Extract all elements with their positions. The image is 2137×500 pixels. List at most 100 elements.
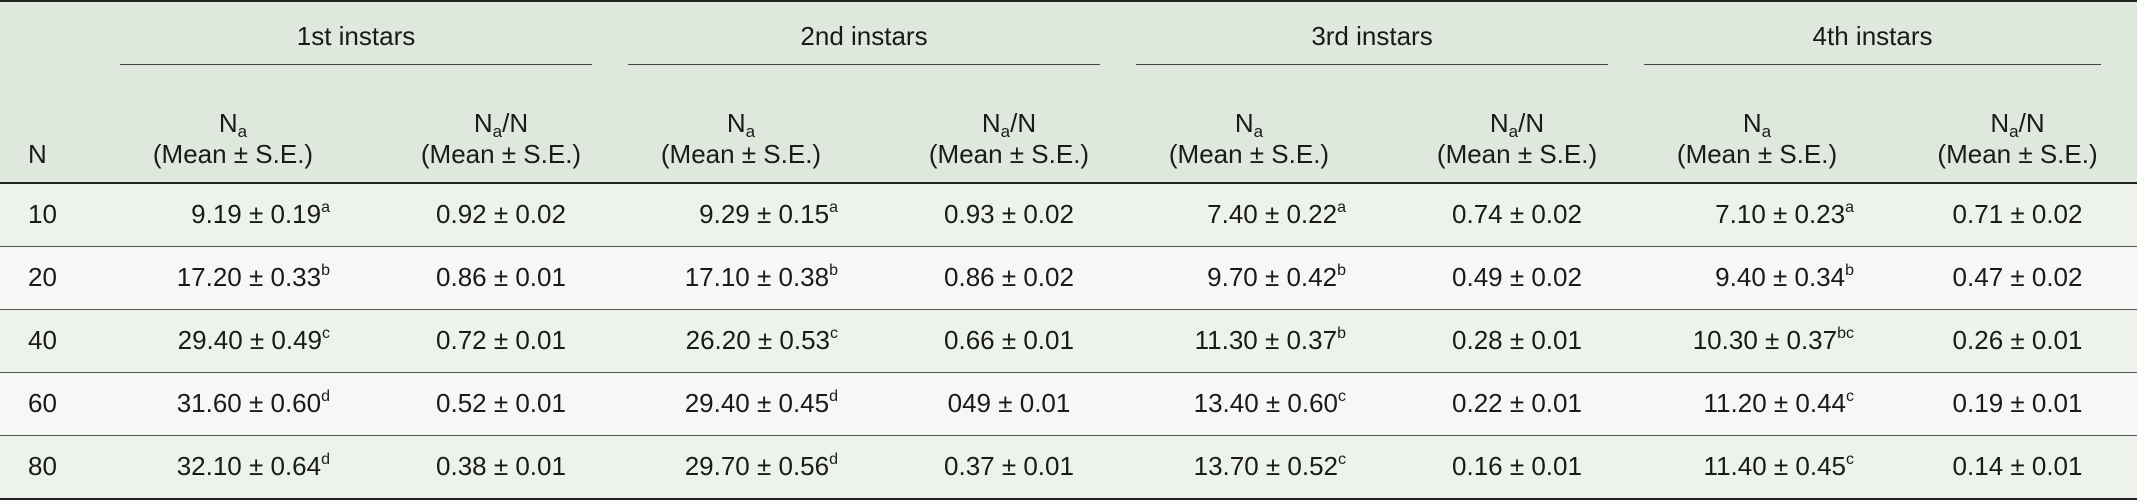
ratio-cell: 0.49 ± 0.02 [1390,246,1645,310]
na-cell: 29.40 ± 0.45d [628,372,882,436]
significance-letter: b [1845,262,1855,280]
na-header: Na (Mean ± S.E.) [120,74,374,183]
ratio-header: Na/N (Mean ± S.E.) [882,74,1136,183]
ratio-suffix: /N [502,107,529,138]
ratio-cell: 0.47 ± 0.02 [1898,246,2137,310]
na-header: Na (Mean ± S.E.) [1644,74,1898,183]
ratio-suffix: /N [2018,107,2045,138]
na-value: 9.40 ± 0.34 [1715,262,1846,293]
na-value: 17.10 ± 0.38 [684,262,830,293]
stat-label: (Mean ± S.E.) [928,138,1090,169]
subheader-row: Na (Mean ± S.E.) Na/N (Mean ± S.E.) Na (Mean … [0,74,2137,183]
stat-label: (Mean ± S.E.) [660,138,822,169]
na-value: 31.60 ± 0.60 [176,388,322,419]
na-cell: 13.70 ± 0.52c [1136,435,1390,499]
na-subscript: a [1000,121,1011,141]
na-subscript: a [745,121,756,141]
significance-letter: d [829,451,838,469]
na-value: 11.20 ± 0.44 [1703,388,1847,419]
na-cell: 9.70 ± 0.42b [1136,246,1390,310]
ratio-cell: 0.66 ± 0.01 [882,309,1136,373]
group-header-row: N 1st instars 2nd instars 3rd instars 4t… [0,1,2137,169]
na-value: 29.70 ± 0.56 [684,451,830,482]
table-row: 20 17.20 ± 0.33b 0.86 ± 0.01 17.10 ± 0.38b 0… [0,246,2137,310]
na-symbol: N [1234,107,1254,138]
significance-letter: a [1337,199,1346,217]
significance-letter: b [1337,262,1346,280]
ratio-header: Na/N (Mean ± S.E.) [374,74,628,183]
na-cell: 11.30 ± 0.37b [1136,309,1390,373]
significance-letter: c [322,325,330,343]
significance-letter: d [829,388,838,406]
na-cell: 29.70 ± 0.56d [628,435,882,499]
na-header-symbol: Na [1136,107,1362,140]
stat-label: (Mean ± S.E.) [1676,138,1838,169]
ratio-cell: 0.22 ± 0.01 [1390,372,1645,436]
n-cell: 20 [0,246,120,310]
significance-letter: c [1846,388,1855,406]
na-value: 7.40 ± 0.22 [1207,199,1338,230]
na-cell: 7.10 ± 0.23a [1644,183,1898,247]
group-header: 4th instars [1644,1,2137,74]
na-header: Na (Mean ± S.E.) [628,74,882,183]
significance-letter: a [1845,199,1855,217]
na-value: 13.40 ± 0.60 [1193,388,1338,419]
table-row: 40 29.40 ± 0.49c 0.72 ± 0.01 26.20 ± 0.53c 0… [0,309,2137,373]
na-symbol: N [726,107,746,138]
n-cell: 60 [0,372,120,436]
significance-letter: b [829,262,838,280]
stat-label: (Mean ± S.E.) [1937,138,2098,169]
significance-letter: c [830,325,838,343]
na-value: 13.70 ± 0.52 [1193,451,1338,482]
na-symbol: N [1489,107,1509,138]
group-header: 2nd instars [628,1,1136,74]
na-symbol: N [473,107,493,138]
ratio-cell: 0.26 ± 0.01 [1898,309,2137,373]
ratio-suffix: /N [1518,107,1545,138]
ratio-cell: 0.52 ± 0.01 [374,372,628,436]
stat-label: (Mean ± S.E.) [1168,138,1330,169]
significance-letter: a [321,199,330,217]
na-value: 11.30 ± 0.37 [1194,325,1338,356]
na-cell: 26.20 ± 0.53c [628,309,882,373]
ratio-cell: 0.16 ± 0.01 [1390,435,1645,499]
ratio-cell: 0.74 ± 0.02 [1452,199,1582,230]
significance-letter: bc [1837,325,1855,343]
na-value: 32.10 ± 0.64 [176,451,322,482]
n-cell: 40 [0,309,120,373]
na-value: 26.20 ± 0.53 [685,325,830,356]
na-value: 29.40 ± 0.45 [684,388,830,419]
na-subscript: a [1508,121,1519,141]
na-subscript: a [237,121,248,141]
table-row: 80 32.10 ± 0.64d 0.38 ± 0.01 29.70 ± 0.56d 0… [0,435,2137,499]
na-symbol: N [1742,107,1762,138]
significance-letter: c [1846,451,1855,469]
ratio-cell: 0.28 ± 0.01 [1390,309,1645,373]
table-row: 10 9.19 ± 0.19a 0.92 ± 0.02 9.29 ± 0.15a 0.9… [0,183,2137,247]
ratio-header-symbol: Na/N [882,107,1136,141]
stat-label: (Mean ± S.E.) [152,138,314,169]
ratio-cell: 0.38 ± 0.01 [374,435,628,499]
significance-letter: a [829,199,838,217]
na-cell: 29.40 ± 0.49c [120,309,374,373]
ratio-suffix: /N [1010,107,1037,138]
na-value: 29.40 ± 0.49 [177,325,322,356]
ratio-cell: 0.37 ± 0.01 [882,435,1136,499]
n-cell: 80 [0,435,120,499]
na-header-symbol: Na [628,107,854,141]
group-header-label: 4th instars [1644,11,2102,66]
na-cell: 11.40 ± 0.45c [1644,435,1899,499]
significance-letter: c [1338,388,1346,406]
significance-letter: d [321,451,330,469]
ratio-cell: 0.86 ± 0.02 [882,246,1136,310]
ratio-cell: 0.14 ± 0.01 [1898,435,2137,499]
na-symbol: N [218,107,238,138]
na-cell: 31.60 ± 0.60d [120,372,374,436]
significance-letter: c [1338,451,1346,469]
na-cell: 9.40 ± 0.34b [1644,246,1899,310]
na-cell: 7.40 ± 0.22a [1136,183,1390,247]
group-header: 3rd instars [1136,1,1644,74]
na-value: 11.40 ± 0.45 [1703,451,1847,482]
ratio-header-symbol: Na/N [1390,107,1644,141]
significance-letter: b [1337,325,1346,343]
